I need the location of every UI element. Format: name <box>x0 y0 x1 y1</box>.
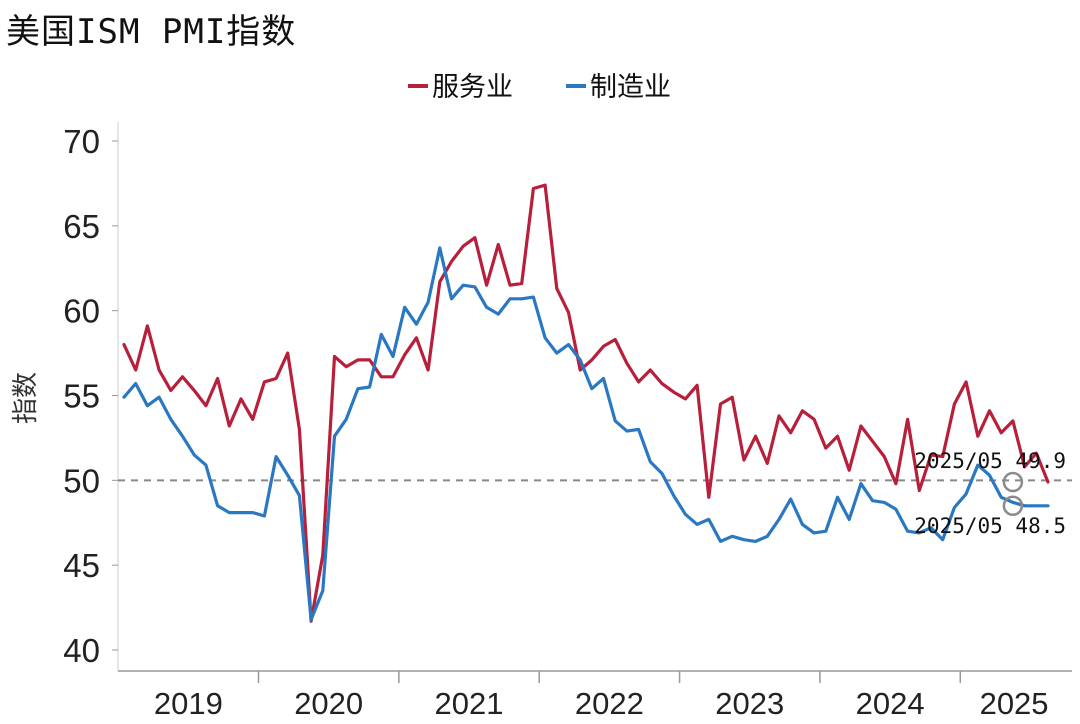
y-ticks: 40 45 50 55 60 65 70 <box>63 123 118 669</box>
chart-title: 美国ISM PMI指数 <box>6 12 297 52</box>
x-tick-label: 2019 <box>154 686 223 721</box>
x-ticks: 2019 2020 2021 2022 2023 2024 2025 <box>154 671 1049 721</box>
series-line-manufacturing <box>122 246 1050 622</box>
x-tick-label: 2025 <box>980 686 1049 721</box>
y-tick-label: 70 <box>63 123 100 160</box>
series-layer <box>122 183 1050 623</box>
series-line-services <box>122 183 1050 623</box>
y-tick-label: 50 <box>63 462 100 499</box>
x-tick-label: 2020 <box>294 686 363 721</box>
annotation-marker <box>1002 495 1024 517</box>
y-tick-label: 40 <box>63 632 100 669</box>
y-tick-label: 45 <box>63 547 100 584</box>
x-tick-label: 2023 <box>715 686 784 721</box>
legend-label-services: 服务业 <box>432 72 513 103</box>
legend-label-manufacturing: 制造业 <box>590 72 671 103</box>
y-axis-label: 指数 <box>11 372 41 424</box>
y-tick-label: 60 <box>63 293 100 330</box>
annotation-label: 2025/05 48.5 <box>914 514 1066 538</box>
annotation-marker <box>1002 471 1024 493</box>
annotation-label: 2025/05 49.9 <box>914 449 1066 473</box>
y-tick-label: 65 <box>63 208 100 245</box>
annotation-layer: 2025/05 49.9 2025/05 48.5 <box>914 449 1066 538</box>
x-tick-label: 2022 <box>575 686 644 721</box>
x-tick-label: 2024 <box>856 686 925 721</box>
legend: 服务业 制造业 <box>408 72 671 103</box>
x-tick-label: 2021 <box>435 686 504 721</box>
y-tick-label: 55 <box>63 378 100 415</box>
